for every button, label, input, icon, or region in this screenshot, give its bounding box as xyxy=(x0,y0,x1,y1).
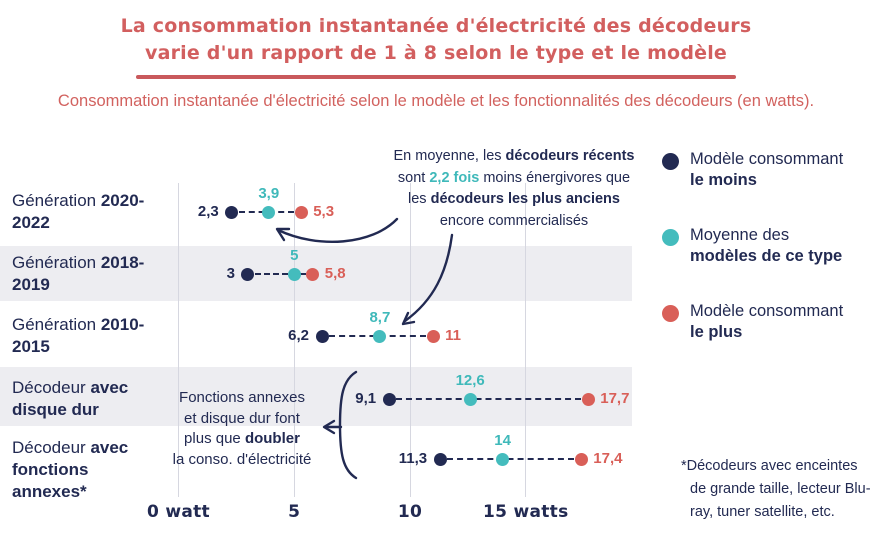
dot-mean-row-1 xyxy=(287,267,301,281)
text-segment: décodeurs récents xyxy=(505,148,635,164)
annotation-recent-decoders: En moyenne, les décodeurs récents sont 2,… xyxy=(368,146,660,232)
dot-min-row-0 xyxy=(225,205,239,219)
legend-text-normal: Modèle consommant xyxy=(690,150,844,168)
text-segment: sont xyxy=(397,169,430,186)
row-label-bold: 2020-2022 xyxy=(12,191,145,232)
row-label-normal: Décodeur xyxy=(12,378,91,397)
value-min-row-4: 11,3 xyxy=(398,450,428,467)
x-tick-label: 15 watts xyxy=(482,502,569,522)
dot-mean-row-2 xyxy=(373,329,387,343)
value-mean-row-3: 12,6 xyxy=(455,372,485,389)
value-max-row-0: 5,3 xyxy=(313,203,335,220)
annotation-extra-functions: Fonctions annexes et disque dur font plus … xyxy=(152,388,332,470)
value-min-row-2: 6,2 xyxy=(288,327,310,344)
arrowhead xyxy=(275,227,291,242)
row-label-normal: Génération xyxy=(12,191,101,210)
x-tick-label: 10 xyxy=(397,502,423,522)
chart-subtitle: Consommation instantanée d'électricité s… xyxy=(57,92,815,110)
row-label-0: Génération 2020-2022 xyxy=(12,190,164,234)
dot-mean-row-4 xyxy=(496,452,510,466)
row-label-bold: avec disque dur xyxy=(12,378,129,419)
text-segment: plus que xyxy=(184,430,245,447)
dot-min-row-3 xyxy=(382,392,396,406)
x-tick-label: 0 watt xyxy=(147,502,210,522)
title-underline xyxy=(136,75,736,79)
title-line-2: varie d'un rapport de 1 à 8 selon le typ… xyxy=(144,42,727,64)
dot-max-row-0 xyxy=(294,205,308,219)
text-segment: Fonctions annexes xyxy=(179,389,305,406)
value-max-row-2: 11 xyxy=(445,327,461,344)
dot-min-row-2 xyxy=(315,329,329,343)
footnote: *Décodeurs avec enceintes de grande tail… xyxy=(681,458,871,520)
gridline-5 xyxy=(293,183,295,497)
row-label-normal: Décodeur xyxy=(12,438,91,457)
legend-label: Modèle consommant le moins xyxy=(690,149,843,191)
legend-dot-min-icon xyxy=(662,153,679,170)
dot-min-row-1 xyxy=(241,267,255,281)
text-segment: décodeurs les plus anciens xyxy=(430,191,620,207)
legend-dot-mean-icon xyxy=(662,229,679,246)
dot-max-row-3 xyxy=(581,392,595,406)
value-min-row-1: 3 xyxy=(226,265,235,282)
row-label-4: Décodeur avec fonctions annexes* xyxy=(12,437,164,503)
connector-row-1 xyxy=(254,273,306,275)
text-segment: et disque dur font xyxy=(184,409,300,427)
text-segment: En moyenne, les xyxy=(393,148,506,164)
row-label-bold: 2010-2015 xyxy=(12,315,145,356)
dot-min-row-4 xyxy=(433,452,447,466)
legend-label: Modèle consommant le plus xyxy=(690,301,843,343)
gridline-10 xyxy=(409,183,411,497)
legend-text-bold: modèles de ce type xyxy=(690,247,843,265)
legend-text-normal: Modèle consommant xyxy=(690,302,844,320)
gridline-15 xyxy=(525,183,527,497)
row-label-1: Génération 2018-2019 xyxy=(12,252,164,296)
legend-item-mean: Moyenne des modèles de ce type xyxy=(662,225,842,267)
title-line-1: La consommation instantanée d'électricit… xyxy=(120,15,752,37)
row-label-3: Décodeur avec disque dur xyxy=(12,377,164,421)
legend-text-bold: le plus xyxy=(690,323,743,341)
value-mean-row-4: 14 xyxy=(494,432,511,449)
row-label-normal: Génération xyxy=(12,253,101,272)
row-label-2: Génération 2010-2015 xyxy=(12,314,164,358)
legend-item-max: Modèle consommant le plus xyxy=(662,301,843,343)
x-tick-label: 5 xyxy=(288,502,301,522)
value-mean-row-1: 5 xyxy=(290,247,299,264)
dot-mean-row-3 xyxy=(463,392,477,406)
text-segment: encore commercialisés xyxy=(439,212,589,229)
text-segment: moins énergivores que xyxy=(479,169,631,186)
value-min-row-3: 9,1 xyxy=(355,390,377,407)
row-label-bold: avec fonctions annexes* xyxy=(12,438,129,501)
dot-max-row-2 xyxy=(426,329,440,343)
connector-row-4 xyxy=(447,458,575,460)
legend-label: Moyenne des modèles de ce type xyxy=(690,225,842,267)
value-mean-row-0: 3,9 xyxy=(258,185,280,202)
legend-dot-max-icon xyxy=(662,305,679,322)
value-max-row-3: 17,7 xyxy=(600,390,630,407)
legend-item-min: Modèle consommant le moins xyxy=(662,149,843,191)
legend-text-normal: Moyenne des xyxy=(690,226,790,244)
dot-max-row-4 xyxy=(574,452,588,466)
value-max-row-1: 5,8 xyxy=(324,265,346,282)
value-max-row-4: 17,4 xyxy=(593,450,623,467)
page-title: La consommation instantanée d'électricit… xyxy=(0,13,872,67)
legend-text-bold: le moins xyxy=(690,171,757,189)
value-mean-row-2: 8,7 xyxy=(369,309,391,326)
text-segment: la conso. d'électricité xyxy=(172,450,312,468)
text-segment: les xyxy=(408,191,431,207)
gridline-0 xyxy=(178,183,179,497)
connector-row-3 xyxy=(396,398,582,400)
row-band xyxy=(0,367,632,426)
dot-mean-row-0 xyxy=(262,205,276,219)
text-segment: 2,2 fois xyxy=(429,169,480,186)
dot-max-row-1 xyxy=(306,267,320,281)
text-segment: doubler xyxy=(244,430,300,447)
row-label-normal: Génération xyxy=(12,315,101,334)
value-min-row-0: 2,3 xyxy=(197,203,219,220)
row-label-bold: 2018-2019 xyxy=(12,253,145,294)
